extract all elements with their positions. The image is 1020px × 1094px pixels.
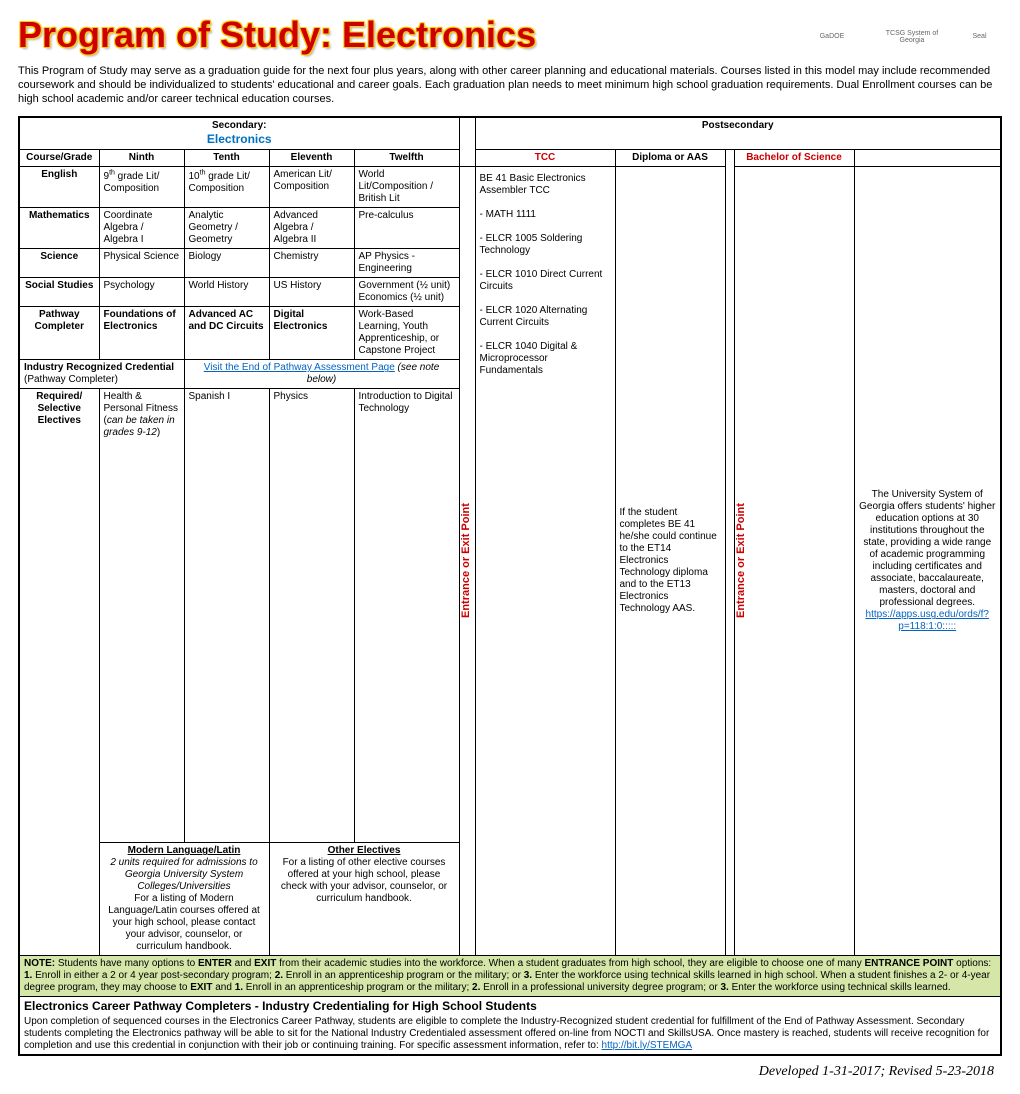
- pathway-eleventh: Digital Electronics: [269, 307, 354, 360]
- pathway-tenth: Advanced AC and DC Circuits: [184, 307, 269, 360]
- row-electives-label: Required/ Selective Electives: [19, 389, 99, 956]
- note-heading: NOTE:: [24, 958, 55, 969]
- row-english-label: English: [19, 167, 99, 208]
- industry-paren: (Pathway Completer): [24, 374, 118, 385]
- page-title: Program of Study: Electronics: [18, 14, 797, 56]
- row-math-label: Mathematics: [19, 208, 99, 249]
- separator-col-1: [459, 117, 475, 167]
- col-eleventh: Eleventh: [269, 150, 354, 167]
- bachelor-body-cell: The University System of Georgia offers …: [854, 167, 1001, 956]
- pathway-heading: Electronics Career Pathway Completers - …: [24, 999, 996, 1013]
- bachelor-link[interactable]: https://apps.usg.edu/ords/f?p=118:1:0:::…: [866, 609, 989, 632]
- page-container: Program of Study: Electronics GaDOE TCSG…: [0, 0, 1020, 1094]
- intro-text: This Program of Study may serve as a gra…: [18, 65, 1002, 106]
- tcsg-logo: TCSG System of Georgia: [877, 14, 947, 59]
- entrance-exit-2: Entrance or Exit Point: [735, 167, 748, 955]
- elec-b: Spanish I: [184, 389, 269, 843]
- entrance-exit-2-cell: Entrance or Exit Point: [734, 167, 854, 956]
- developed-line: Developed 1-31-2017; Revised 5-23-2018: [18, 1064, 1002, 1080]
- logo-row: GaDOE TCSG System of Georgia Seal: [797, 14, 1002, 59]
- pathway-body: Upon completion of sequenced courses in …: [24, 1016, 989, 1051]
- electronics-label: Electronics: [207, 132, 272, 146]
- secondary-label: Secondary:: [212, 120, 266, 131]
- math-eleventh: Advanced Algebra / Algebra II: [269, 208, 354, 249]
- col-ninth: Ninth: [99, 150, 184, 167]
- science-twelfth: AP Physics - Engineering: [354, 249, 459, 278]
- elec-d: Introduction to Digital Technology: [354, 389, 459, 843]
- diploma-body: If the student completes BE 41 he/she co…: [615, 167, 725, 956]
- industry-label-cell: Industry Recognized Credential (Pathway …: [19, 360, 184, 389]
- social-twelfth: Government (½ unit) Economics (½ unit): [354, 278, 459, 307]
- english-tenth: 10th grade Lit/ Composition: [184, 167, 269, 208]
- math-twelfth: Pre-calculus: [354, 208, 459, 249]
- col-tenth: Tenth: [184, 150, 269, 167]
- separator-col-2: [725, 150, 734, 956]
- postsecondary-header: Postsecondary: [475, 117, 1001, 150]
- seal-logo: Seal: [957, 14, 1002, 59]
- col-bachelor: Bachelor of Science: [734, 150, 854, 167]
- program-grid: Secondary: Electronics Postsecondary Cou…: [18, 116, 1002, 1055]
- entrance-exit-1-cell: Entrance or Exit Point: [459, 167, 475, 956]
- col-course: Course/Grade: [19, 150, 99, 167]
- col-twelfth: Twelfth: [354, 150, 459, 167]
- english-eleventh: American Lit/ Composition: [269, 167, 354, 208]
- math-tenth: Analytic Geometry / Geometry: [184, 208, 269, 249]
- social-tenth: World History: [184, 278, 269, 307]
- row-social-label: Social Studies: [19, 278, 99, 307]
- science-tenth: Biology: [184, 249, 269, 278]
- elec-ml-head: Modern Language/Latin: [104, 845, 265, 857]
- col-tcc: TCC: [475, 150, 615, 167]
- english-ninth: 9th grade Lit/ Composition: [99, 167, 184, 208]
- header: Program of Study: Electronics GaDOE TCSG…: [18, 14, 1002, 59]
- note-box: NOTE: Students have many options to ENTE…: [19, 956, 1001, 997]
- elec-other-head: Other Electives: [274, 845, 455, 857]
- secondary-header: Secondary: Electronics: [19, 117, 459, 150]
- entrance-exit-1: Entrance or Exit Point: [460, 167, 473, 955]
- science-ninth: Physical Science: [99, 249, 184, 278]
- pathway-twelfth: Work-Based Learning, Youth Apprenticeshi…: [354, 307, 459, 360]
- elec-a: Health & Personal Fitness (can be taken …: [99, 389, 184, 843]
- social-eleventh: US History: [269, 278, 354, 307]
- row-science-label: Science: [19, 249, 99, 278]
- pathway-link[interactable]: http://bit.ly/STEMGA: [602, 1040, 693, 1051]
- elec-c: Physics: [269, 389, 354, 843]
- bachelor-body: The University System of Georgia offers …: [859, 489, 995, 608]
- pathway-ninth: Foundations of Electronics: [99, 307, 184, 360]
- tcc-body: BE 41 Basic Electronics Assembler TCC - …: [475, 167, 615, 956]
- row-pathway-label: Pathway Completer: [19, 307, 99, 360]
- elec-other-body: For a listing of other elective courses …: [281, 857, 447, 904]
- industry-link[interactable]: Visit the End of Pathway Assessment Page: [204, 362, 395, 373]
- industry-link-cell: Visit the End of Pathway Assessment Page…: [184, 360, 459, 389]
- elec-ml-cell: Modern Language/Latin 2 units required f…: [99, 843, 269, 956]
- col-diploma: Diploma or AAS: [615, 150, 725, 167]
- pathway-box: Electronics Career Pathway Completers - …: [19, 997, 1001, 1055]
- gadoe-logo: GaDOE: [797, 14, 867, 59]
- social-ninth: Psychology: [99, 278, 184, 307]
- elec-other-cell: Other Electives For a listing of other e…: [269, 843, 459, 956]
- industry-label: Industry Recognized Credential: [24, 362, 174, 373]
- english-twelfth: World Lit/Composition / British Lit: [354, 167, 459, 208]
- math-ninth: Coordinate Algebra / Algebra I: [99, 208, 184, 249]
- science-eleventh: Chemistry: [269, 249, 354, 278]
